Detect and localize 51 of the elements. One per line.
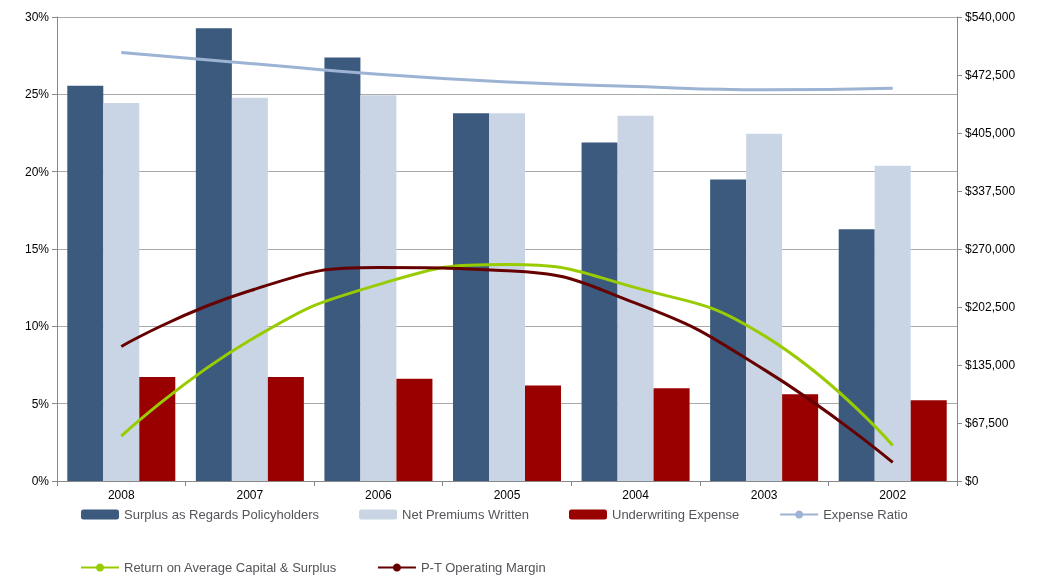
- bar: [103, 102, 140, 481]
- y-tick-label: 15%: [24, 242, 50, 256]
- legend-label: Net Premiums Written: [402, 507, 529, 522]
- line-series: [119, 51, 895, 92]
- y2-tick-label: $540,000: [965, 10, 1016, 24]
- y-tick-label: 5%: [31, 396, 50, 411]
- y-tick-label: 20%: [24, 164, 50, 179]
- x-tick-label: 2002: [879, 488, 907, 502]
- y2-tick-label: $0: [965, 474, 979, 488]
- bar: [838, 229, 875, 481]
- bar: [360, 95, 397, 481]
- bar: [139, 377, 176, 481]
- bar: [617, 115, 654, 481]
- x-tick-label: 2007: [236, 488, 264, 502]
- y2-tick-label: $405,000: [965, 126, 1016, 140]
- y2-tick-label: $135,000: [965, 358, 1016, 372]
- bar: [67, 85, 104, 481]
- bar: [195, 28, 232, 481]
- x-tick-label: 2004: [622, 488, 650, 502]
- x-tick-label: 2008: [107, 488, 135, 502]
- legend-label: Underwriting Expense: [611, 507, 740, 522]
- bar: [231, 97, 268, 481]
- y2-tick-label: $270,000: [965, 242, 1016, 256]
- bar: [396, 378, 433, 481]
- bar: [525, 385, 561, 481]
- y-tick-label: 0%: [31, 474, 50, 488]
- legend-label: Return on Average Capital & Surplus: [124, 560, 337, 575]
- bar: [653, 388, 690, 481]
- bar: [710, 179, 747, 481]
- y2-tick-label: $472,500: [965, 68, 1016, 82]
- y2-tick-label: $337,500: [965, 184, 1016, 198]
- bar: [746, 133, 783, 481]
- y-tick-label: 30%: [24, 10, 50, 24]
- x-tick-label: 2003: [750, 488, 778, 502]
- legend-label: P-T Operating Margin: [420, 560, 546, 575]
- bar: [453, 113, 489, 481]
- bar: [267, 377, 304, 481]
- y-tick-label: 25%: [24, 87, 50, 102]
- bar: [489, 113, 525, 481]
- bar: [910, 400, 947, 481]
- x-tick-label: 2005: [493, 488, 521, 502]
- y2-tick-label: $67,500: [965, 416, 1009, 430]
- y2-tick-label: $202,500: [965, 300, 1016, 314]
- y-tick-label: 10%: [24, 319, 50, 334]
- bar: [782, 394, 819, 481]
- x-tick-label: 2006: [365, 488, 393, 502]
- bar: [874, 165, 911, 481]
- legend-label: Expense Ratio: [823, 507, 908, 522]
- bar: [581, 142, 618, 481]
- bar: [324, 57, 361, 481]
- legend-label: Surplus as Regards Policyholders: [124, 507, 320, 522]
